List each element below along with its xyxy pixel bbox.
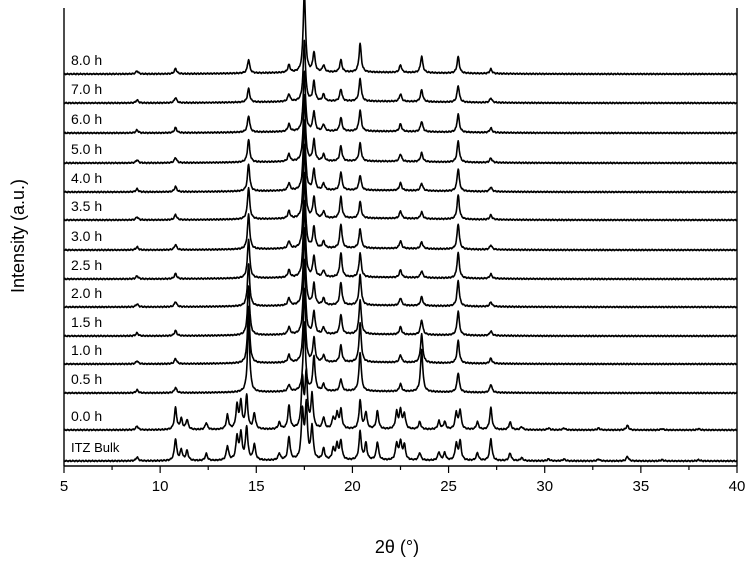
trace-8-0-h xyxy=(63,0,738,76)
x-tick-label-25: 25 xyxy=(440,478,457,495)
x-tick-label-30: 30 xyxy=(536,478,553,495)
trace-3-5-h xyxy=(63,143,738,222)
series-labels-group: ITZ Bulk 0.0 h 0.5 h 1.0 h 1.5 h 2.0 h 2.5 h 3.… xyxy=(71,52,120,455)
x-tick-label-20: 20 xyxy=(344,478,361,495)
trace-6-0-h xyxy=(63,70,738,135)
traces-group xyxy=(63,0,738,463)
series-label-1-5-h: 1.5 h xyxy=(71,314,102,330)
y-axis-title: Intensity (a.u.) xyxy=(8,179,28,293)
axes xyxy=(63,8,738,467)
series-label-3-5-h: 3.5 h xyxy=(71,198,102,214)
series-label-4-0-h: 4.0 h xyxy=(71,170,102,186)
series-label-0-0-h: 0.0 h xyxy=(71,408,102,424)
series-label-7-0-h: 7.0 h xyxy=(71,81,102,97)
trace-3-0-h xyxy=(63,171,738,252)
series-label-2-0-h: 2.0 h xyxy=(71,285,102,301)
trace-0-0-h xyxy=(63,367,738,432)
trace-4-0-h xyxy=(63,119,738,194)
series-label-6-0-h: 6.0 h xyxy=(71,111,102,127)
trace-0-5-h xyxy=(63,320,738,395)
series-label-5-0-h: 5.0 h xyxy=(71,141,102,157)
trace-2-0-h xyxy=(63,227,738,309)
x-ticks-group: 5 10 15 20 25 30 35 40 xyxy=(60,466,746,495)
x-tick-label-10: 10 xyxy=(152,478,169,495)
x-tick-label-35: 35 xyxy=(633,478,650,495)
trace-itz-bulk xyxy=(63,398,738,463)
series-label-1-0-h: 1.0 h xyxy=(71,342,102,358)
series-label-8-0-h: 8.0 h xyxy=(71,52,102,68)
x-tick-label-15: 15 xyxy=(248,478,265,495)
series-label-2-5-h: 2.5 h xyxy=(71,257,102,273)
x-tick-label-40: 40 xyxy=(729,478,746,495)
series-label-0-5-h: 0.5 h xyxy=(71,371,102,387)
x-axis-title: 2θ (°) xyxy=(375,537,419,557)
x-tick-label-5: 5 xyxy=(60,478,68,495)
trace-7-0-h xyxy=(63,39,738,105)
series-label-itz-bulk: ITZ Bulk xyxy=(71,440,120,455)
trace-1-5-h xyxy=(63,258,738,338)
trace-1-0-h xyxy=(63,287,738,366)
series-label-3-0-h: 3.0 h xyxy=(71,228,102,244)
trace-2-5-h xyxy=(63,199,738,281)
trace-5-0-h xyxy=(63,93,738,165)
